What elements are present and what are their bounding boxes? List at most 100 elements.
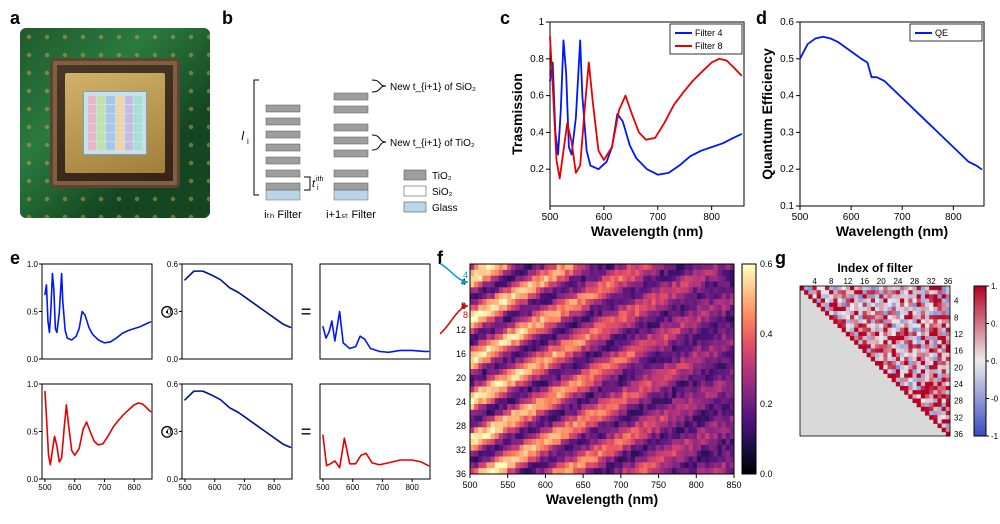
svg-text:Quantum Efficiency: Quantum Efficiency xyxy=(760,48,775,180)
svg-text:500: 500 xyxy=(542,212,559,223)
svg-text:28: 28 xyxy=(910,277,919,286)
svg-text:0.0: 0.0 xyxy=(167,355,179,364)
svg-text:Filter 4: Filter 4 xyxy=(695,28,723,38)
transmission-chart: 5006007008000.20.40.60.81Wavelength (nm)… xyxy=(510,14,750,240)
svg-text:20: 20 xyxy=(954,363,963,372)
svg-text:0.6: 0.6 xyxy=(760,259,773,269)
svg-text:800: 800 xyxy=(703,212,720,223)
svg-text:0.4: 0.4 xyxy=(530,127,544,138)
svg-text:700: 700 xyxy=(238,483,252,492)
svg-text:⊙: ⊙ xyxy=(159,302,174,322)
svg-text:1.0: 1.0 xyxy=(991,282,998,291)
panel-label-c: c xyxy=(500,8,510,29)
svg-text:0.8: 0.8 xyxy=(530,54,544,65)
svg-text:500: 500 xyxy=(38,483,52,492)
svg-text:500: 500 xyxy=(178,483,192,492)
svg-text:800: 800 xyxy=(405,483,419,492)
svg-text:0.5: 0.5 xyxy=(991,320,998,329)
figure-root: a b c d e f g litiithNew t_{i+1} of SiO₂… xyxy=(0,0,1000,524)
svg-text:0.5: 0.5 xyxy=(780,54,794,65)
svg-text:1: 1 xyxy=(538,17,544,28)
panel-label-a: a xyxy=(10,8,20,29)
svg-text:i: i xyxy=(247,137,249,146)
svg-text:ith: ith xyxy=(316,176,324,183)
svg-text:550: 550 xyxy=(500,480,515,490)
svg-text:0.4: 0.4 xyxy=(780,91,794,102)
svg-text:36: 36 xyxy=(943,277,952,286)
response-heatmap: 5005506006507007508008504812162024283236… xyxy=(440,258,780,508)
svg-text:12: 12 xyxy=(456,325,466,335)
svg-text:800: 800 xyxy=(127,483,141,492)
svg-text:20: 20 xyxy=(877,277,886,286)
qe-chart: 5006007008000.10.20.30.40.50.6Wavelength… xyxy=(760,14,990,240)
svg-text:0.0: 0.0 xyxy=(991,357,998,366)
svg-text:8: 8 xyxy=(463,310,468,320)
svg-text:600: 600 xyxy=(538,480,553,490)
svg-text:-0.5: -0.5 xyxy=(991,395,998,404)
correlation-heatmap: Index of filter 4 4 8 8 12 12 16 16 20 20 24 24 28 28 3… xyxy=(780,258,998,508)
svg-text:0.6: 0.6 xyxy=(167,260,179,269)
svg-text:24: 24 xyxy=(954,380,963,389)
svg-text:750: 750 xyxy=(651,480,666,490)
svg-text:12: 12 xyxy=(843,277,852,286)
svg-text:0.2: 0.2 xyxy=(780,164,794,175)
svg-text:4: 4 xyxy=(463,270,468,280)
svg-text:600: 600 xyxy=(68,483,82,492)
svg-text:TiO₂: TiO₂ xyxy=(432,171,452,182)
svg-text:16: 16 xyxy=(456,349,466,359)
svg-text:Trasmission: Trasmission xyxy=(510,73,525,155)
svg-text:700: 700 xyxy=(649,212,666,223)
svg-text:0.0: 0.0 xyxy=(167,475,179,484)
svg-text:8: 8 xyxy=(954,313,959,322)
svg-text:0.0: 0.0 xyxy=(27,355,39,364)
svg-text:4: 4 xyxy=(954,297,959,306)
svg-text:⊙: ⊙ xyxy=(159,422,174,442)
svg-text:700: 700 xyxy=(894,212,911,223)
svg-text:600: 600 xyxy=(843,212,860,223)
svg-text:850: 850 xyxy=(726,480,741,490)
svg-text:0.4: 0.4 xyxy=(760,329,773,339)
svg-text:800: 800 xyxy=(945,212,962,223)
svg-text:Wavelength (nm): Wavelength (nm) xyxy=(546,491,658,507)
svg-text:0.1: 0.1 xyxy=(780,201,794,212)
svg-text:36: 36 xyxy=(456,469,466,479)
svg-text:0.2: 0.2 xyxy=(760,399,773,409)
svg-text:28: 28 xyxy=(954,397,963,406)
svg-text:4: 4 xyxy=(812,277,817,286)
svg-text:36: 36 xyxy=(954,430,963,439)
svg-text:0.2: 0.2 xyxy=(530,164,544,175)
svg-text:32: 32 xyxy=(456,445,466,455)
svg-text:0.0: 0.0 xyxy=(27,475,39,484)
svg-text:500: 500 xyxy=(316,483,330,492)
svg-text:0.3: 0.3 xyxy=(780,127,794,138)
svg-text:=: = xyxy=(301,422,312,442)
chip-photo xyxy=(20,28,210,218)
svg-text:0.6: 0.6 xyxy=(780,17,794,28)
svg-text:12: 12 xyxy=(954,330,963,339)
svg-text:i: i xyxy=(317,185,319,192)
svg-text:l: l xyxy=(241,129,244,143)
svg-text:24: 24 xyxy=(893,277,902,286)
svg-text:700: 700 xyxy=(98,483,112,492)
svg-text:QE: QE xyxy=(935,28,948,38)
elementwise-panels: 0.00.51.00.00.30.6⊙=0.00.51.050060070080… xyxy=(14,258,434,508)
svg-text:Index of filter: Index of filter xyxy=(837,261,913,275)
svg-text:1.0: 1.0 xyxy=(27,380,39,389)
svg-text:16: 16 xyxy=(954,347,963,356)
svg-text:SiO₂: SiO₂ xyxy=(432,187,453,198)
svg-text:Filter 8: Filter 8 xyxy=(695,41,723,51)
svg-text:0.6: 0.6 xyxy=(530,91,544,102)
svg-text:0.5: 0.5 xyxy=(27,428,39,437)
filter-schematic: litiithNew t_{i+1} of SiO₂New t_{i+1} of… xyxy=(226,20,496,238)
svg-text:0.5: 0.5 xyxy=(27,308,39,317)
svg-text:20: 20 xyxy=(456,373,466,383)
svg-text:8: 8 xyxy=(829,277,834,286)
svg-text:=: = xyxy=(301,302,312,322)
svg-text:700: 700 xyxy=(613,480,628,490)
svg-text:700: 700 xyxy=(376,483,390,492)
svg-text:600: 600 xyxy=(346,483,360,492)
svg-text:16: 16 xyxy=(860,277,869,286)
svg-text:Glass: Glass xyxy=(432,203,458,214)
svg-text:500: 500 xyxy=(462,480,477,490)
svg-text:24: 24 xyxy=(456,397,466,407)
